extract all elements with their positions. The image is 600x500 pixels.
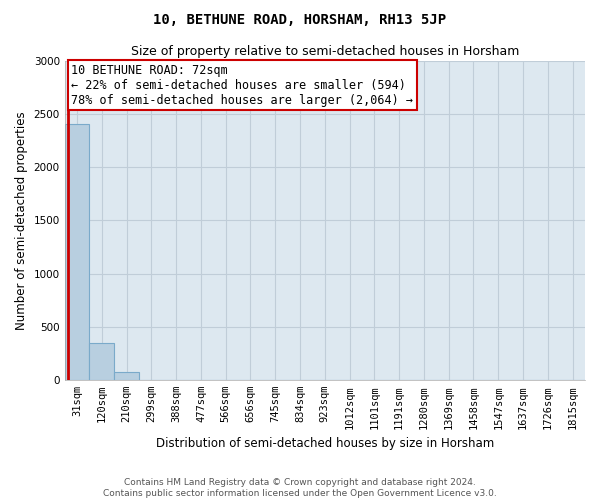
Bar (65, 124, 89, 380)
Bar (114, 372, 139, 380)
Text: 10, BETHUNE ROAD, HORSHAM, RH13 5JP: 10, BETHUNE ROAD, HORSHAM, RH13 5JP (154, 12, 446, 26)
Y-axis label: Number of semi-detached properties: Number of semi-detached properties (15, 111, 28, 330)
X-axis label: Distribution of semi-detached houses by size in Horsham: Distribution of semi-detached houses by … (156, 437, 494, 450)
Title: Size of property relative to semi-detached houses in Horsham: Size of property relative to semi-detach… (131, 45, 519, 58)
Text: Contains HM Land Registry data © Crown copyright and database right 2024.
Contai: Contains HM Land Registry data © Crown c… (103, 478, 497, 498)
Bar (89, 343, 114, 380)
Text: 10 BETHUNE ROAD: 72sqm
← 22% of semi-detached houses are smaller (594)
78% of se: 10 BETHUNE ROAD: 72sqm ← 22% of semi-det… (71, 64, 413, 107)
